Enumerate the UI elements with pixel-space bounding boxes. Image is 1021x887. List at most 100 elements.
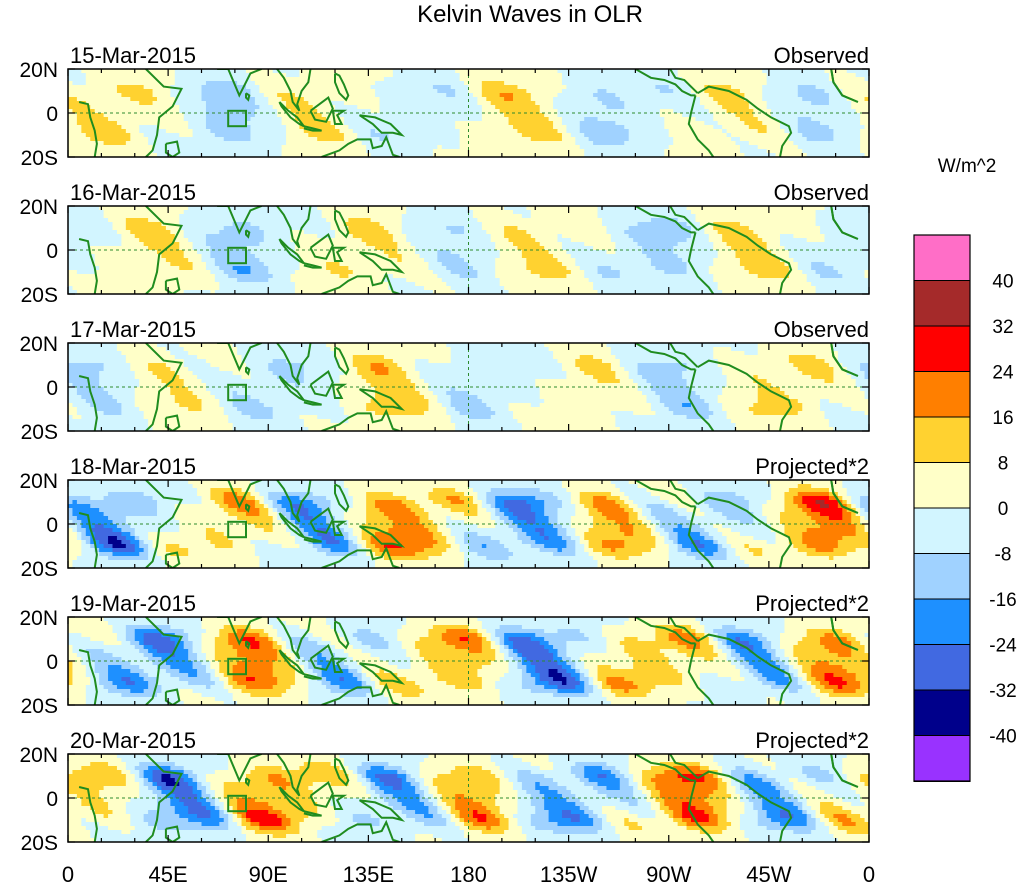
olr-cell bbox=[717, 121, 745, 126]
olr-cell bbox=[157, 97, 176, 102]
olr-cell bbox=[544, 798, 567, 803]
olr-cell bbox=[121, 234, 136, 239]
olr-cell bbox=[633, 657, 670, 662]
olr-cell bbox=[619, 838, 750, 842]
olr-cell bbox=[784, 391, 866, 396]
colorbar-swatch bbox=[913, 553, 971, 600]
olr-cell bbox=[428, 403, 443, 408]
olr-cell bbox=[214, 500, 225, 505]
olr-cell bbox=[241, 826, 247, 831]
olr-cell bbox=[722, 766, 737, 771]
olr-cell bbox=[797, 399, 821, 404]
olr-cell bbox=[268, 504, 274, 509]
olr-cell bbox=[504, 234, 532, 239]
south-america-coastline bbox=[687, 95, 715, 157]
olr-cell bbox=[330, 782, 349, 787]
olr-cell bbox=[842, 403, 869, 408]
olr-cell bbox=[704, 778, 719, 783]
olr-cell bbox=[68, 113, 78, 118]
olr-cell bbox=[343, 677, 358, 682]
sumatra-coastline bbox=[278, 375, 305, 402]
olr-cell bbox=[134, 536, 140, 541]
olr-cell bbox=[566, 488, 621, 493]
olr-cell bbox=[228, 512, 247, 517]
olr-cell bbox=[410, 782, 421, 787]
olr-cell bbox=[286, 105, 314, 110]
olr-cell bbox=[628, 496, 661, 501]
olr-cell bbox=[170, 665, 194, 670]
central-america-coastline bbox=[634, 480, 696, 508]
olr-cell bbox=[81, 798, 105, 803]
olr-cell bbox=[597, 669, 679, 674]
olr-cell bbox=[739, 556, 830, 561]
olr-cell bbox=[553, 657, 563, 662]
olr-cell bbox=[517, 532, 527, 537]
olr-cell bbox=[116, 536, 127, 541]
olr-cell bbox=[170, 351, 189, 356]
olr-cell bbox=[802, 540, 839, 545]
panel-kind: Projected*2 bbox=[755, 728, 869, 753]
olr-cell bbox=[797, 641, 821, 646]
olr-cell bbox=[254, 496, 265, 501]
olr-cell bbox=[597, 564, 670, 568]
olr-cell bbox=[103, 113, 185, 118]
olr-cell bbox=[112, 552, 140, 557]
olr-cell bbox=[793, 665, 803, 670]
olr-cell bbox=[668, 556, 697, 561]
olr-cell bbox=[757, 375, 812, 380]
olr-cell bbox=[76, 500, 158, 505]
olr-cell bbox=[561, 500, 572, 505]
olr-cell bbox=[174, 649, 189, 654]
olr-cell bbox=[210, 786, 225, 791]
olr-cell bbox=[642, 790, 652, 795]
olr-cell bbox=[183, 766, 229, 771]
olr-cell bbox=[820, 637, 848, 642]
olr-cell bbox=[731, 782, 741, 787]
olr-cell bbox=[259, 633, 269, 638]
olr-cell bbox=[802, 766, 821, 771]
olr-cell bbox=[250, 117, 283, 122]
olr-cell bbox=[784, 524, 821, 529]
olr-cell bbox=[383, 250, 398, 255]
olr-cell bbox=[148, 419, 229, 424]
olr-cell bbox=[68, 367, 105, 372]
olr-cell bbox=[726, 379, 754, 384]
olr-cell bbox=[464, 834, 527, 839]
olr-cell bbox=[517, 85, 567, 90]
reference-box bbox=[227, 383, 247, 402]
olr-cell bbox=[619, 504, 630, 509]
olr-cell bbox=[624, 141, 674, 146]
olr-cell bbox=[731, 770, 759, 775]
olr-cell bbox=[744, 665, 754, 670]
olr-cell bbox=[499, 790, 519, 795]
olr-cell bbox=[477, 270, 496, 275]
olr-cell bbox=[112, 810, 127, 815]
olr-cell bbox=[851, 496, 861, 501]
olr-cell bbox=[446, 629, 470, 634]
olr-cell bbox=[797, 117, 812, 122]
olr-cell bbox=[615, 774, 625, 779]
olr-cell bbox=[722, 129, 728, 134]
olr-cell bbox=[655, 774, 679, 779]
olr-cell bbox=[455, 93, 474, 98]
olr-cell bbox=[806, 673, 812, 678]
olr-cell bbox=[343, 222, 381, 227]
olr-cell bbox=[615, 520, 630, 525]
olr-cell bbox=[748, 504, 763, 509]
olr-cell bbox=[294, 673, 309, 678]
olr-cell bbox=[85, 133, 131, 138]
olr-cell bbox=[788, 677, 799, 682]
olr-cell bbox=[860, 113, 869, 118]
olr-cell bbox=[860, 774, 869, 779]
olr-cell bbox=[864, 270, 869, 275]
olr-cell bbox=[375, 544, 385, 549]
panel-date: 18-Mar-2015 bbox=[70, 454, 196, 479]
olr-cell bbox=[695, 544, 705, 549]
olr-cell bbox=[717, 645, 728, 650]
olr-cell bbox=[699, 645, 714, 650]
y-tick-label: 20S bbox=[21, 558, 58, 581]
olr-cell bbox=[197, 774, 207, 779]
olr-cell bbox=[214, 681, 225, 686]
olr-cell bbox=[686, 206, 826, 211]
olr-cell bbox=[637, 637, 656, 642]
